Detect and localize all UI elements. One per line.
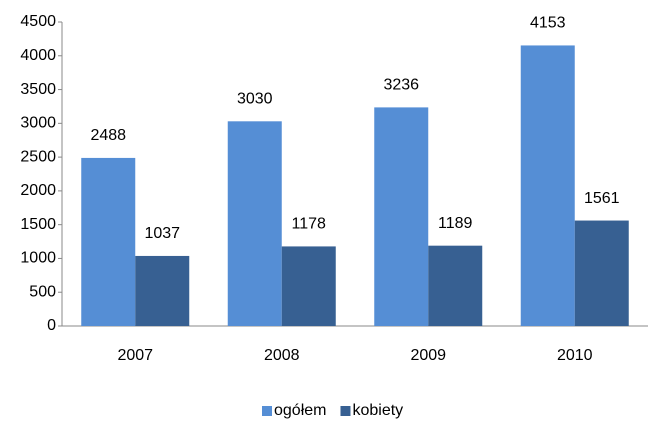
data-label: 4153 [530,15,566,32]
data-label: 3236 [383,77,419,94]
x-tick-label: 2010 [557,347,593,364]
legend-swatch [340,406,351,416]
legend-label: kobiety [352,402,403,419]
y-tick-label: 2000 [20,182,56,199]
data-label: 1037 [144,225,180,242]
x-tick-label: 2009 [410,347,446,364]
bar [227,121,282,326]
y-tick-label: 1500 [20,216,56,233]
y-tick-label: 4500 [20,13,56,30]
bar [374,107,429,326]
x-tick-label: 2008 [264,347,300,364]
y-tick-label: 1000 [20,250,56,267]
bar [428,245,483,326]
y-tick-label: 4000 [20,47,56,64]
bar [520,45,575,327]
bar [81,157,136,326]
y-tick-label: 0 [47,317,56,334]
y-tick-label: 500 [29,283,56,300]
data-label: 3030 [237,91,273,108]
data-label: 1178 [292,216,327,233]
bar [281,246,336,326]
legend-label: ogółem [274,402,326,419]
data-label: 2488 [90,127,126,144]
y-tick-label: 2500 [20,148,56,165]
bar [135,255,190,326]
y-tick-label: 3500 [20,81,56,98]
y-tick-label: 3000 [20,115,56,132]
x-tick-label: 2007 [117,347,153,364]
data-label: 1189 [438,215,473,232]
legend-swatch [262,406,272,416]
bar [574,220,629,326]
data-label: 1561 [584,190,620,207]
